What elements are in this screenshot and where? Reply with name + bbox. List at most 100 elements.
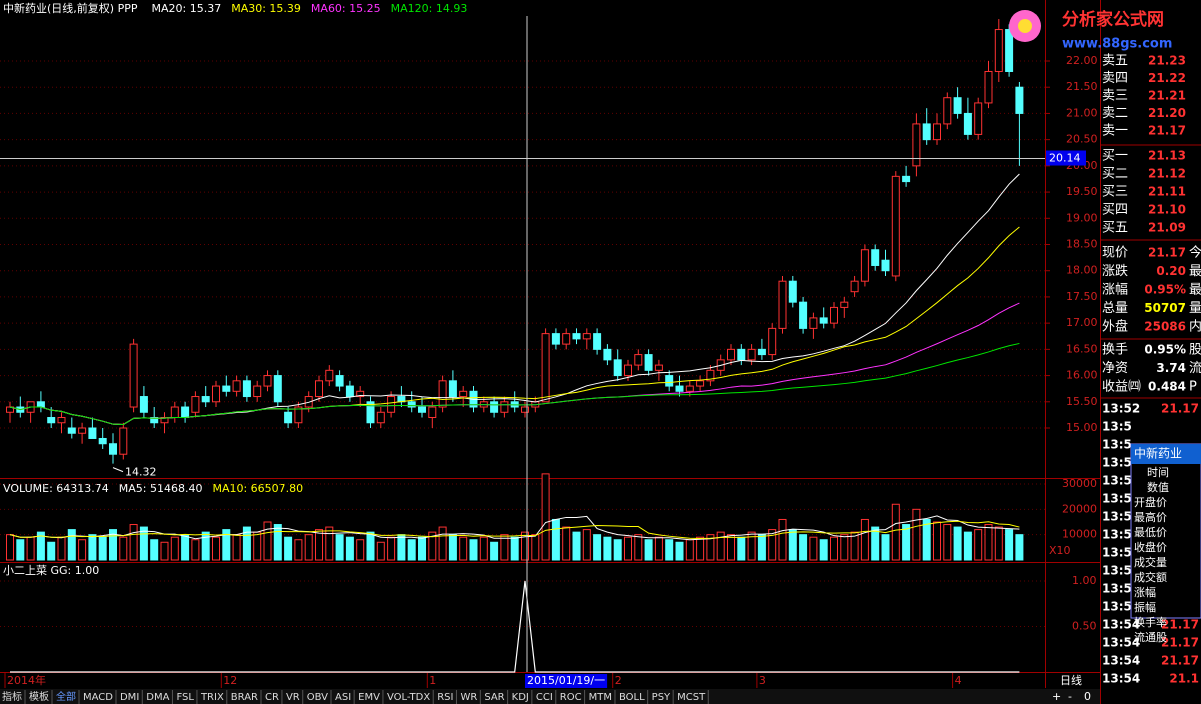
volume-bar bbox=[242, 526, 251, 561]
volume-bar bbox=[119, 536, 128, 561]
volume-bar bbox=[634, 534, 643, 561]
indicator-tab[interactable]: KDJ bbox=[512, 692, 529, 703]
quote-label: 卖三 bbox=[1102, 89, 1128, 104]
quote-label: 卖四 bbox=[1102, 71, 1128, 86]
price-tick-label: 18.50 bbox=[1066, 238, 1098, 251]
candle-body bbox=[881, 259, 890, 272]
indicator-tab[interactable]: 模板 bbox=[29, 690, 49, 703]
price-tick-label: 19.50 bbox=[1066, 185, 1098, 198]
trade-time: 13:5 bbox=[1102, 438, 1132, 452]
indicator-tab[interactable]: DMI bbox=[120, 692, 139, 703]
volume-bar bbox=[160, 541, 169, 561]
indicator-tab[interactable]: WR bbox=[460, 692, 477, 703]
zoom-button[interactable]: 0 bbox=[1084, 690, 1091, 703]
volume-bar bbox=[675, 541, 684, 561]
candle-body bbox=[263, 375, 272, 387]
volume-bar bbox=[325, 526, 334, 561]
trade-time: 13:5 bbox=[1102, 546, 1132, 560]
indicator-tick-label: 0.50 bbox=[1072, 620, 1097, 633]
candle-body bbox=[830, 306, 838, 324]
indicator-tab[interactable]: ROC bbox=[560, 692, 582, 703]
volume-bar bbox=[150, 539, 159, 561]
candle-body bbox=[109, 443, 117, 455]
quote-value: 3.74 bbox=[1156, 361, 1186, 375]
candle-body bbox=[242, 380, 251, 398]
zoom-button[interactable]: - bbox=[1068, 690, 1072, 703]
volume-bar bbox=[582, 529, 591, 561]
candle-body bbox=[232, 380, 241, 392]
indicator-tab[interactable]: DMA bbox=[146, 692, 169, 703]
popup-field: 成交额 bbox=[1134, 570, 1167, 584]
candle-body bbox=[984, 70, 993, 104]
indicator-tab[interactable]: RSI bbox=[437, 692, 453, 703]
volume-bar bbox=[891, 503, 900, 561]
quote-label: 涨幅 bbox=[1102, 283, 1128, 298]
quote-value: 21.22 bbox=[1148, 71, 1186, 85]
popup-field: 开盘价 bbox=[1134, 495, 1167, 509]
date-label: 2 bbox=[615, 674, 622, 687]
indicator-tab[interactable]: VOL-TDX bbox=[387, 692, 430, 703]
volume-bar bbox=[953, 526, 962, 561]
candle-body bbox=[67, 427, 76, 434]
candle-body bbox=[840, 301, 849, 308]
candle-body bbox=[613, 359, 622, 377]
volume-bar bbox=[696, 536, 705, 561]
crosshair-date: 2015/01/19/一 bbox=[527, 674, 605, 687]
indicator-tab[interactable]: BOLL bbox=[619, 692, 645, 703]
candle-body bbox=[541, 333, 550, 403]
indicator-tab[interactable]: 指标 bbox=[2, 690, 22, 703]
quote-label: 卖一 bbox=[1102, 124, 1128, 139]
volume-bar bbox=[902, 524, 911, 561]
indicator-tab[interactable]: FSL bbox=[176, 692, 194, 703]
indicator-tab[interactable]: CR bbox=[265, 692, 279, 703]
volume-bar bbox=[345, 536, 354, 561]
candle-body bbox=[459, 390, 468, 398]
quote-label: 净资 bbox=[1102, 361, 1128, 376]
candle-body bbox=[98, 437, 107, 445]
volume-bar bbox=[933, 521, 941, 561]
trade-price: 21.17 bbox=[1161, 654, 1199, 668]
candle-body bbox=[572, 333, 581, 340]
indicator-tab[interactable]: MTM bbox=[589, 692, 612, 703]
volume-bar bbox=[819, 539, 828, 561]
quote-label: 现价 bbox=[1102, 246, 1128, 261]
trade-time: 13:5 bbox=[1102, 528, 1132, 542]
indicator-tab[interactable]: CCI bbox=[536, 692, 553, 703]
candle-body bbox=[490, 401, 499, 413]
candle-body bbox=[943, 97, 952, 125]
indicator-tab[interactable]: PSY bbox=[652, 692, 671, 703]
trade-price: 21.17 bbox=[1161, 618, 1199, 632]
price-tick-label: 15.50 bbox=[1066, 395, 1098, 408]
indicator-tab[interactable]: MCST bbox=[677, 692, 706, 703]
volume-bar bbox=[201, 531, 210, 561]
candle-body bbox=[922, 123, 931, 141]
quote-extra: 量 bbox=[1189, 301, 1201, 316]
volume-header: MA10: 66507.80 bbox=[212, 482, 303, 495]
zoom-button[interactable]: + bbox=[1052, 690, 1061, 703]
indicator-tab[interactable]: MACD bbox=[83, 692, 113, 703]
indicator-tab[interactable]: BRAR bbox=[231, 692, 258, 703]
volume-bar bbox=[459, 536, 468, 561]
volume-bar bbox=[212, 536, 220, 561]
volume-bar bbox=[67, 529, 76, 561]
price-tick-label: 21.50 bbox=[1066, 80, 1098, 93]
indicator-tab[interactable]: VR bbox=[286, 692, 300, 703]
indicator-tab[interactable]: ASI bbox=[335, 692, 351, 703]
quote-value: 25086 bbox=[1144, 320, 1186, 334]
quote-value: 0.484 bbox=[1148, 380, 1186, 394]
indicator-tab[interactable]: EMV bbox=[358, 692, 380, 703]
indicator-tab[interactable]: SAR bbox=[484, 692, 504, 703]
indicator-tab[interactable]: TRIX bbox=[200, 692, 224, 703]
candle-body bbox=[860, 249, 869, 282]
volume-bar bbox=[572, 531, 581, 561]
candle-body bbox=[933, 123, 941, 141]
candle-body bbox=[366, 401, 375, 424]
candle-body bbox=[675, 385, 684, 392]
quote-extra: 内 bbox=[1189, 319, 1201, 335]
date-label: 2014年 bbox=[7, 673, 46, 687]
indicator-tab[interactable]: 全部 bbox=[56, 690, 76, 703]
popup-title-bar bbox=[1131, 444, 1201, 464]
indicator-tab[interactable]: OBV bbox=[307, 692, 328, 703]
